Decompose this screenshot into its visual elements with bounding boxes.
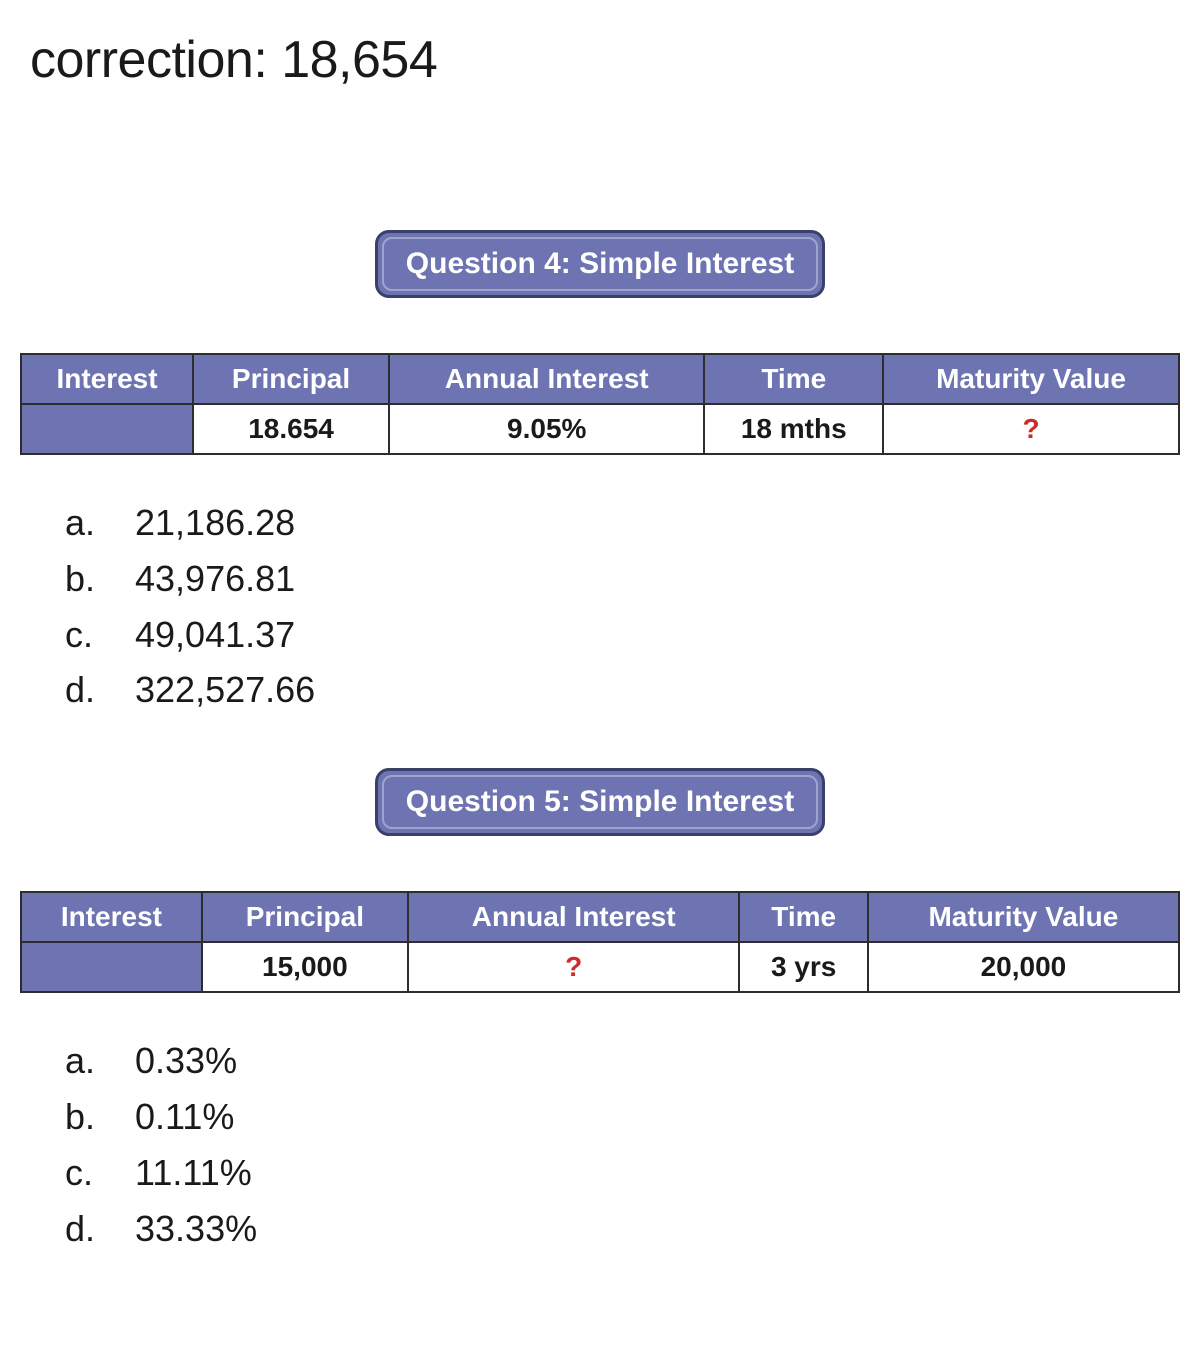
page-title: correction: 18,654 [30,30,1180,90]
cell-maturity-value: 20,000 [868,942,1179,992]
option-value: 49,041.37 [135,607,295,663]
option-c: c. 11.11% [65,1145,1180,1201]
col-annual-interest: Annual Interest [408,892,740,942]
question-4-table: Interest Principal Annual Interest Time … [20,353,1180,455]
unknown-marker: ? [565,951,582,982]
col-time: Time [704,354,883,404]
table-header-row: Interest Principal Annual Interest Time … [21,892,1179,942]
table-header-row: Interest Principal Annual Interest Time … [21,354,1179,404]
col-maturity-value: Maturity Value [868,892,1179,942]
option-a: a. 0.33% [65,1033,1180,1089]
option-value: 33.33% [135,1201,257,1257]
option-marker: d. [65,1201,135,1257]
option-value: 11.11% [135,1145,252,1201]
cell-annual-interest: 9.05% [389,404,704,454]
option-marker: c. [65,1145,135,1201]
option-c: c. 49,041.37 [65,607,1180,663]
option-value: 0.33% [135,1033,237,1089]
option-value: 322,527.66 [135,662,315,718]
cell-principal: 15,000 [202,942,408,992]
option-a: a. 21,186.28 [65,495,1180,551]
option-marker: b. [65,551,135,607]
question-4-options: a. 21,186.28 b. 43,976.81 c. 49,041.37 d… [65,495,1180,718]
option-marker: a. [65,495,135,551]
option-value: 21,186.28 [135,495,295,551]
col-principal: Principal [202,892,408,942]
question-5-options: a. 0.33% b. 0.11% c. 11.11% d. 33.33% [65,1033,1180,1256]
col-maturity-value: Maturity Value [883,354,1179,404]
option-marker: a. [65,1033,135,1089]
cell-maturity-value: ? [883,404,1179,454]
question-banner-wrap: Question 4: Simple Interest [20,230,1180,298]
col-annual-interest: Annual Interest [389,354,704,404]
option-marker: d. [65,662,135,718]
question-5-table: Interest Principal Annual Interest Time … [20,891,1180,993]
cell-time: 3 yrs [739,942,867,992]
col-interest: Interest [21,892,202,942]
option-d: d. 33.33% [65,1201,1180,1257]
cell-time: 18 mths [704,404,883,454]
cell-interest [21,404,193,454]
table-row: 18.654 9.05% 18 mths ? [21,404,1179,454]
col-time: Time [739,892,867,942]
question-4-banner: Question 4: Simple Interest [375,230,825,298]
question-5-banner: Question 5: Simple Interest [375,768,825,836]
option-marker: c. [65,607,135,663]
option-value: 0.11% [135,1089,234,1145]
cell-interest [21,942,202,992]
question-banner-wrap: Question 5: Simple Interest [20,768,1180,836]
col-principal: Principal [193,354,389,404]
option-value: 43,976.81 [135,551,295,607]
cell-annual-interest: ? [408,942,740,992]
table-row: 15,000 ? 3 yrs 20,000 [21,942,1179,992]
option-marker: b. [65,1089,135,1145]
cell-principal: 18.654 [193,404,389,454]
unknown-marker: ? [1022,413,1039,444]
option-b: b. 43,976.81 [65,551,1180,607]
option-d: d. 322,527.66 [65,662,1180,718]
option-b: b. 0.11% [65,1089,1180,1145]
col-interest: Interest [21,354,193,404]
